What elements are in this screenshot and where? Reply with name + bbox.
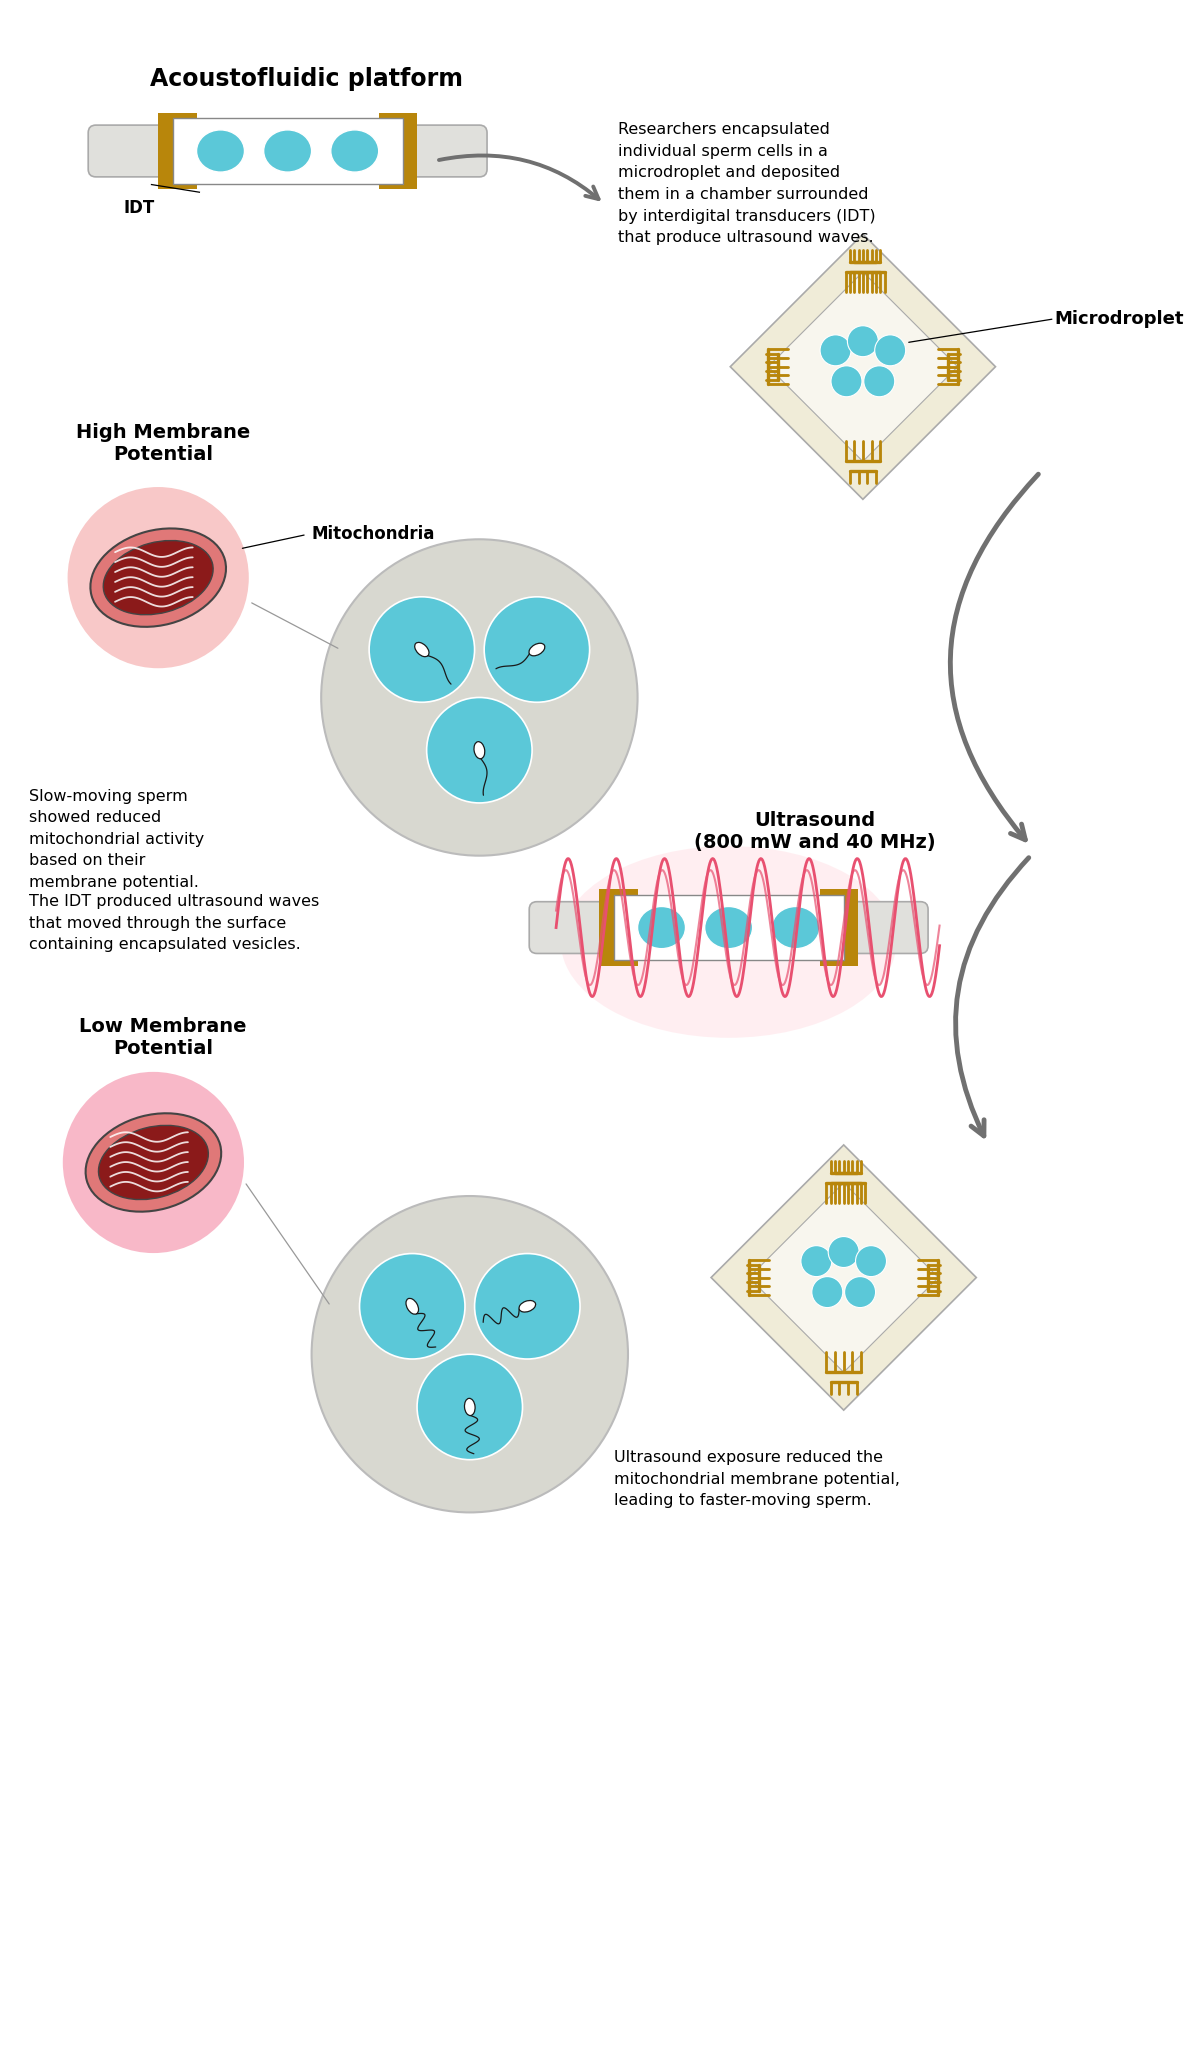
FancyBboxPatch shape bbox=[529, 902, 928, 953]
Bar bbox=[379, 112, 418, 190]
Text: Ultrasound
(800 mW and 40 MHz): Ultrasound (800 mW and 40 MHz) bbox=[694, 811, 936, 852]
Bar bbox=[599, 889, 637, 966]
Circle shape bbox=[322, 540, 637, 856]
Ellipse shape bbox=[418, 1355, 522, 1460]
Ellipse shape bbox=[474, 1253, 580, 1359]
Ellipse shape bbox=[875, 335, 906, 366]
Polygon shape bbox=[712, 1146, 977, 1410]
Text: Mitochondria: Mitochondria bbox=[312, 525, 434, 544]
Ellipse shape bbox=[197, 130, 245, 172]
Ellipse shape bbox=[772, 906, 820, 949]
Ellipse shape bbox=[830, 366, 862, 397]
Ellipse shape bbox=[520, 1301, 535, 1311]
Ellipse shape bbox=[85, 1113, 221, 1212]
Ellipse shape bbox=[828, 1237, 859, 1268]
Text: Ultrasound exposure reduced the
mitochondrial membrane potential,
leading to fas: Ultrasound exposure reduced the mitochon… bbox=[613, 1450, 900, 1508]
Circle shape bbox=[67, 488, 248, 668]
Text: IDT: IDT bbox=[124, 199, 155, 217]
Text: Low Membrane
Potential: Low Membrane Potential bbox=[79, 1017, 247, 1059]
Ellipse shape bbox=[800, 1245, 832, 1276]
Ellipse shape bbox=[704, 906, 752, 949]
Ellipse shape bbox=[415, 643, 430, 658]
Ellipse shape bbox=[560, 846, 896, 1038]
Ellipse shape bbox=[98, 1125, 209, 1199]
Ellipse shape bbox=[427, 697, 532, 802]
Ellipse shape bbox=[90, 529, 226, 627]
Ellipse shape bbox=[484, 598, 589, 703]
Ellipse shape bbox=[845, 1276, 876, 1307]
Ellipse shape bbox=[331, 130, 379, 172]
Ellipse shape bbox=[103, 540, 214, 614]
Ellipse shape bbox=[406, 1299, 419, 1313]
Bar bbox=[613, 895, 844, 960]
Text: Microdroplet: Microdroplet bbox=[1055, 310, 1184, 327]
Text: The IDT produced ultrasound waves
that moved through the surface
containing enca: The IDT produced ultrasound waves that m… bbox=[29, 893, 319, 951]
Ellipse shape bbox=[812, 1276, 842, 1307]
Bar bbox=[173, 118, 403, 184]
Ellipse shape bbox=[360, 1253, 464, 1359]
Circle shape bbox=[312, 1195, 628, 1512]
Polygon shape bbox=[749, 1183, 938, 1373]
Ellipse shape bbox=[820, 335, 851, 366]
Bar bbox=[820, 889, 858, 966]
Text: High Membrane
Potential: High Membrane Potential bbox=[76, 424, 250, 463]
Text: Slow-moving sperm
showed reduced
mitochondrial activity
based on their
membrane : Slow-moving sperm showed reduced mitocho… bbox=[29, 788, 204, 889]
Ellipse shape bbox=[370, 598, 474, 703]
Polygon shape bbox=[731, 234, 996, 498]
Ellipse shape bbox=[474, 742, 485, 759]
Ellipse shape bbox=[637, 906, 685, 949]
Ellipse shape bbox=[864, 366, 895, 397]
Ellipse shape bbox=[847, 327, 878, 356]
Ellipse shape bbox=[856, 1245, 887, 1276]
Text: Researchers encapsulated
individual sperm cells in a
microdroplet and deposited
: Researchers encapsulated individual sper… bbox=[618, 122, 876, 246]
Text: Acoustofluidic platform: Acoustofluidic platform bbox=[150, 66, 463, 91]
FancyBboxPatch shape bbox=[89, 124, 487, 178]
Polygon shape bbox=[768, 273, 958, 461]
Ellipse shape bbox=[264, 130, 312, 172]
Ellipse shape bbox=[529, 643, 545, 656]
Bar bbox=[158, 112, 197, 190]
Ellipse shape bbox=[464, 1398, 475, 1417]
Circle shape bbox=[62, 1071, 244, 1253]
